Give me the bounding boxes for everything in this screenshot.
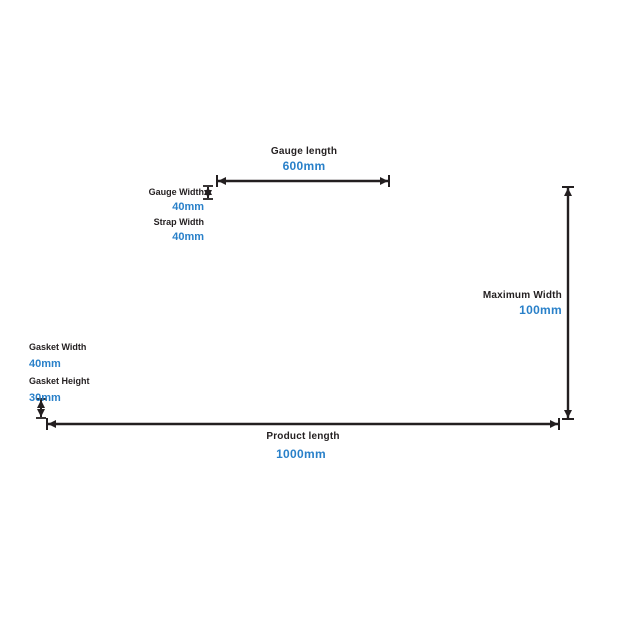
gasket-height-value: 30mm: [29, 392, 61, 404]
maximum-width-dimension-line: [562, 186, 574, 420]
gasket-width-label: Gasket Width: [29, 342, 87, 352]
gauge-width-dimension-line: [203, 185, 213, 200]
gauge-width-label: Gauge Width: [148, 187, 204, 197]
maximum-width-label: Maximum Width: [482, 290, 562, 301]
gasket-height-label: Gasket Height: [29, 376, 90, 386]
gauge-length-value: 600mm: [282, 159, 326, 173]
gasket-height-dimension-line: [36, 398, 46, 419]
gasket-width-value: 40mm: [29, 358, 61, 370]
gasket-labels-block: Gasket Width 40mm Gasket Height 30mm: [29, 338, 119, 406]
maximum-width-value: 100mm: [519, 303, 562, 317]
width-labels-block: Gauge Width 40mm Strap Width 40mm: [98, 184, 204, 244]
gauge-width-value: 40mm: [172, 201, 204, 213]
gauge-length-label: Gauge length: [270, 146, 338, 157]
product-length-label: Product length: [266, 431, 340, 442]
product-length-value: 1000mm: [276, 447, 326, 461]
product-length-dimension-line: [46, 418, 560, 430]
strap-width-label: Strap Width: [153, 217, 204, 227]
gauge-length-dimension-line: [216, 175, 390, 187]
strap-width-value: 40mm: [172, 231, 204, 243]
